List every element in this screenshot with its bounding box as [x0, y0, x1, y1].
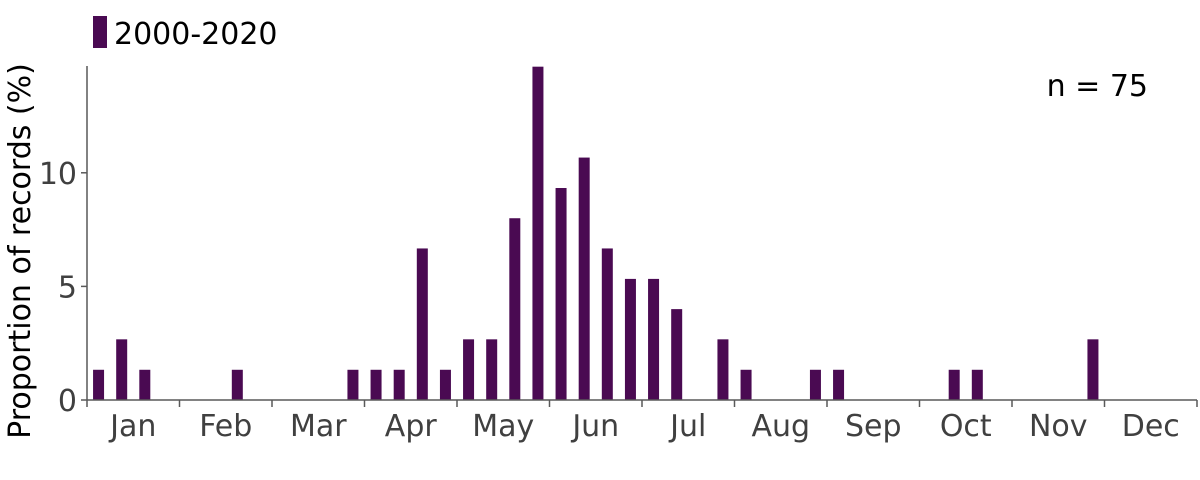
legend-swatch [93, 16, 107, 48]
bar [833, 369, 845, 400]
bar [370, 369, 382, 400]
bar [1087, 339, 1099, 400]
bar [486, 339, 498, 400]
legend: 2000-2020 [93, 16, 278, 52]
bar [740, 369, 752, 400]
bar [93, 369, 105, 400]
bar [231, 369, 243, 400]
bar [624, 278, 636, 400]
bar [601, 248, 613, 400]
bar [416, 248, 428, 400]
legend-label: 2000-2020 [114, 17, 278, 52]
bar [509, 218, 521, 400]
x-tick-label: Sep [845, 409, 902, 444]
x-tick-label: Apr [385, 409, 438, 444]
bar [648, 278, 660, 400]
x-ticks: Jan Feb Mar Apr May Jun Jul Aug Sep Oct Nov Dec [86, 400, 1198, 444]
bar [717, 339, 729, 400]
y-tick-label: 0 [58, 384, 77, 419]
bar [116, 339, 128, 400]
x-tick-label: Jan [108, 409, 156, 444]
x-tick-label: May [472, 409, 534, 444]
bar [347, 369, 359, 400]
x-tick-label: Jul [668, 409, 706, 444]
bar [578, 157, 590, 400]
x-tick-label: Feb [199, 409, 252, 444]
x-tick-label: Nov [1029, 409, 1088, 444]
bar [948, 369, 960, 400]
sample-size-annotation: n = 75 [1047, 69, 1148, 104]
y-tick-label: 10 [39, 157, 77, 192]
y-ticks: 0 5 10 [39, 157, 87, 419]
bar [463, 339, 475, 400]
y-axis-label: Proportion of records (%) [3, 63, 38, 439]
bars-group [93, 66, 1099, 401]
bar [555, 188, 567, 400]
x-tick-label: Aug [751, 409, 810, 444]
y-tick-label: 5 [58, 270, 77, 305]
bar [439, 369, 451, 400]
bar [139, 369, 151, 400]
x-tick-label: Dec [1122, 409, 1180, 444]
bar [971, 369, 983, 400]
x-tick-label: Jun [570, 409, 619, 444]
bar [809, 369, 821, 400]
x-tick-label: Mar [290, 409, 347, 444]
bar [532, 66, 544, 401]
x-tick-label: Oct [940, 409, 992, 444]
bar [393, 369, 405, 400]
bar [671, 309, 683, 400]
